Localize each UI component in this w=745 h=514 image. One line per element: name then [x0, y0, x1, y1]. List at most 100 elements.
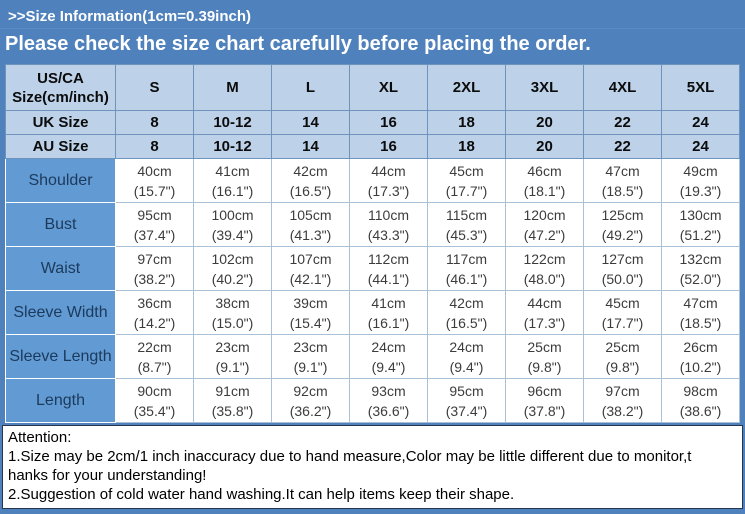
measure-value-cell: 45cm (17.7") — [583, 290, 662, 335]
measure-value-cell: 46cm (18.1") — [505, 158, 584, 203]
region-size-label: UK Size — [5, 110, 116, 135]
measure-label: Sleeve Length — [5, 334, 116, 379]
measure-value-cell: 110cm (43.3") — [349, 202, 428, 247]
size-col-header: L — [271, 64, 350, 111]
measure-value-cell: 47cm (18.5") — [583, 158, 662, 203]
measure-value-cell: 96cm (37.8") — [505, 378, 584, 423]
measure-value-cell: 26cm (10.2") — [661, 334, 740, 379]
region-size-value: 8 — [115, 134, 194, 159]
measure-value-cell: 95cm (37.4") — [427, 378, 506, 423]
attention-line: 2.Suggestion of cold water hand washing.… — [8, 486, 515, 503]
region-size-value: 10-12 — [193, 110, 272, 135]
size-col-header: 2XL — [427, 64, 506, 111]
corner-header: US/CA Size(cm/inch) — [5, 64, 116, 111]
measure-value-cell: 93cm (36.6") — [349, 378, 428, 423]
measure-row: Sleeve Width 36cm (14.2") 38cm (15.0") 39cm (1… — [5, 290, 740, 335]
measure-value-cell: 44cm (17.3") — [349, 158, 428, 203]
region-size-value: 8 — [115, 110, 194, 135]
measure-row: Waist 97cm (38.2") 102cm (40.2") 107cm (42.1")… — [5, 246, 740, 291]
measure-row: Shoulder 40cm (15.7") 41cm (16.1") 42cm (16.5"… — [5, 158, 740, 203]
measure-value-cell: 127cm (50.0") — [583, 246, 662, 291]
measure-value-cell: 40cm (15.7") — [115, 158, 194, 203]
measure-value-cell: 97cm (38.2") — [115, 246, 194, 291]
region-size-value: 22 — [583, 110, 662, 135]
measure-value-cell: 91cm (35.8") — [193, 378, 272, 423]
measure-value-cell: 25cm (9.8") — [505, 334, 584, 379]
measure-value-cell: 90cm (35.4") — [115, 378, 194, 423]
measure-row: Length 90cm (35.4") 91cm (35.8") 92cm (36.2") 9… — [5, 378, 740, 423]
measure-value-cell: 120cm (47.2") — [505, 202, 584, 247]
region-size-row: UK Size 8 10-12 14 16 18 20 22 24 — [5, 110, 740, 135]
size-col-header: M — [193, 64, 272, 111]
measure-value-cell: 117cm (46.1") — [427, 246, 506, 291]
measure-value-cell: 98cm (38.6") — [661, 378, 740, 423]
measure-value-cell: 49cm (19.3") — [661, 158, 740, 203]
measure-value-cell: 45cm (17.7") — [427, 158, 506, 203]
measure-value-cell: 25cm (9.8") — [583, 334, 662, 379]
measure-value-cell: 100cm (39.4") — [193, 202, 272, 247]
region-size-value: 16 — [349, 134, 428, 159]
region-size-label: AU Size — [5, 134, 116, 159]
measure-value-cell: 39cm (15.4") — [271, 290, 350, 335]
attention-line: 1.Size may be 2cm/1 inch inaccuracy due … — [8, 448, 692, 465]
size-col-header: 3XL — [505, 64, 584, 111]
measure-value-cell: 38cm (15.0") — [193, 290, 272, 335]
region-size-value: 22 — [583, 134, 662, 159]
size-info-title: >>Size Information(1cm=0.39inch) — [0, 0, 745, 29]
attention-line: hanks for your understanding! — [8, 467, 207, 484]
measure-value-cell: 24cm (9.4") — [349, 334, 428, 379]
measure-value-cell: 112cm (44.1") — [349, 246, 428, 291]
region-size-value: 20 — [505, 134, 584, 159]
measure-label: Shoulder — [5, 158, 116, 203]
region-size-value: 18 — [427, 134, 506, 159]
measure-value-cell: 23cm (9.1") — [193, 334, 272, 379]
region-size-value: 24 — [661, 110, 740, 135]
attention-title: Attention: — [8, 429, 72, 446]
measure-value-cell: 107cm (42.1") — [271, 246, 350, 291]
measure-value-cell: 97cm (38.2") — [583, 378, 662, 423]
measure-value-cell: 130cm (51.2") — [661, 202, 740, 247]
measure-value-cell: 41cm (16.1") — [349, 290, 428, 335]
measure-label: Waist — [5, 246, 116, 291]
size-col-header: 4XL — [583, 64, 662, 111]
measure-value-cell: 115cm (45.3") — [427, 202, 506, 247]
size-table-body: US/CA Size(cm/inch) S M L XL 2XL 3XL 4XL 5XL UK Si… — [5, 64, 740, 423]
measure-value-cell: 41cm (16.1") — [193, 158, 272, 203]
measure-value-cell: 42cm (16.5") — [427, 290, 506, 335]
attention-section: Attention: 1.Size may be 2cm/1 inch inac… — [2, 425, 743, 509]
order-warning-notice: Please check the size chart carefully be… — [5, 33, 591, 55]
size-col-header: XL — [349, 64, 428, 111]
measure-value-cell: 22cm (8.7") — [115, 334, 194, 379]
measure-value-cell: 36cm (14.2") — [115, 290, 194, 335]
measure-value-cell: 47cm (18.5") — [661, 290, 740, 335]
measure-value-cell: 122cm (48.0") — [505, 246, 584, 291]
size-header-row: US/CA Size(cm/inch) S M L XL 2XL 3XL 4XL 5XL — [5, 64, 740, 111]
measure-value-cell: 44cm (17.3") — [505, 290, 584, 335]
measure-value-cell: 125cm (49.2") — [583, 202, 662, 247]
region-size-value: 20 — [505, 110, 584, 135]
region-size-value: 14 — [271, 110, 350, 135]
measure-label: Bust — [5, 202, 116, 247]
measure-value-cell: 132cm (52.0") — [661, 246, 740, 291]
region-size-value: 16 — [349, 110, 428, 135]
size-col-header: S — [115, 64, 194, 111]
measure-value-cell: 42cm (16.5") — [271, 158, 350, 203]
measure-value-cell: 24cm (9.4") — [427, 334, 506, 379]
region-size-row: AU Size 8 10-12 14 16 18 20 22 24 — [5, 134, 740, 159]
size-col-header: 5XL — [661, 64, 740, 111]
measure-label: Sleeve Width — [5, 290, 116, 335]
region-size-value: 24 — [661, 134, 740, 159]
measure-value-cell: 23cm (9.1") — [271, 334, 350, 379]
measure-row: Bust 95cm (37.4") 100cm (39.4") 105cm (41.3") 1… — [5, 202, 740, 247]
measure-value-cell: 95cm (37.4") — [115, 202, 194, 247]
region-size-value: 18 — [427, 110, 506, 135]
measure-label: Length — [5, 378, 116, 423]
measure-value-cell: 92cm (36.2") — [271, 378, 350, 423]
size-table: US/CA Size(cm/inch) S M L XL 2XL 3XL 4XL 5XL UK Si… — [5, 64, 740, 423]
region-size-value: 14 — [271, 134, 350, 159]
measure-value-cell: 102cm (40.2") — [193, 246, 272, 291]
measure-value-cell: 105cm (41.3") — [271, 202, 350, 247]
measure-row: Sleeve Length 22cm (8.7") 23cm (9.1") 23cm (9.… — [5, 334, 740, 379]
region-size-value: 10-12 — [193, 134, 272, 159]
